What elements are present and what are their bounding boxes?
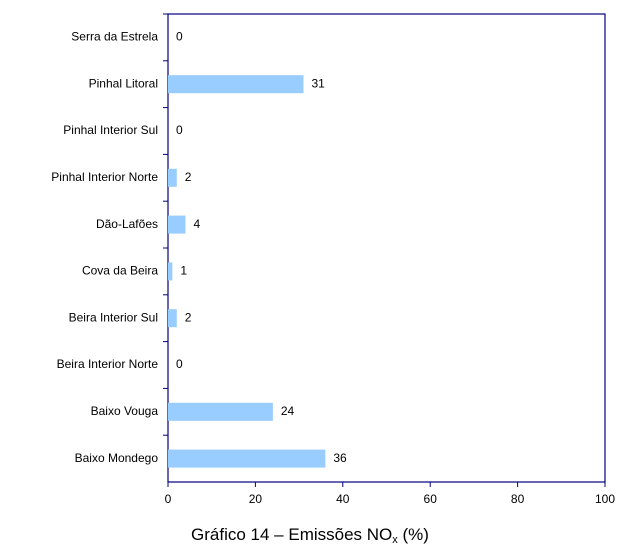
bar xyxy=(168,309,177,328)
y-tick-label: Beira Interior Sul xyxy=(69,310,158,324)
chart-title: Gráfico 14 – Emissões NOx (%) xyxy=(191,525,429,545)
value-label: 4 xyxy=(193,217,200,231)
value-label: 31 xyxy=(311,76,325,90)
x-tick-label: 100 xyxy=(595,492,615,506)
y-tick-label: Pinhal Interior Norte xyxy=(51,170,158,184)
bar xyxy=(168,168,177,187)
x-tick-label: 60 xyxy=(424,492,438,506)
y-tick-label: Baixo Vouga xyxy=(91,404,159,418)
x-tick-label: 40 xyxy=(336,492,350,506)
y-tick-label: Cova da Beira xyxy=(82,264,158,278)
value-label: 0 xyxy=(176,357,183,371)
x-tick-label: 20 xyxy=(249,492,263,506)
value-label: 0 xyxy=(176,30,183,44)
y-tick-label: Pinhal Interior Sul xyxy=(63,123,158,137)
bar xyxy=(168,215,186,234)
value-label: 2 xyxy=(185,310,192,324)
y-tick-label: Pinhal Litoral xyxy=(89,76,158,90)
y-tick-label: Serra da Estrela xyxy=(71,30,158,44)
x-tick-label: 0 xyxy=(165,492,172,506)
y-tick-label: Baixo Mondego xyxy=(75,451,159,465)
y-tick-label: Beira Interior Norte xyxy=(57,357,159,371)
bar xyxy=(168,75,304,94)
value-label: 1 xyxy=(180,264,187,278)
value-label: 36 xyxy=(333,451,347,465)
bar xyxy=(168,402,273,421)
value-label: 0 xyxy=(176,123,183,137)
x-tick-label: 80 xyxy=(511,492,525,506)
value-label: 24 xyxy=(281,404,295,418)
title-main: Gráfico 14 – Emissões NO xyxy=(191,525,392,544)
value-label: 2 xyxy=(185,170,192,184)
bar xyxy=(168,449,326,468)
title-end: (%) xyxy=(398,525,429,544)
y-tick-label: Dão-Lafões xyxy=(96,217,158,231)
bar xyxy=(168,262,173,281)
title-subscript: x xyxy=(392,534,398,546)
